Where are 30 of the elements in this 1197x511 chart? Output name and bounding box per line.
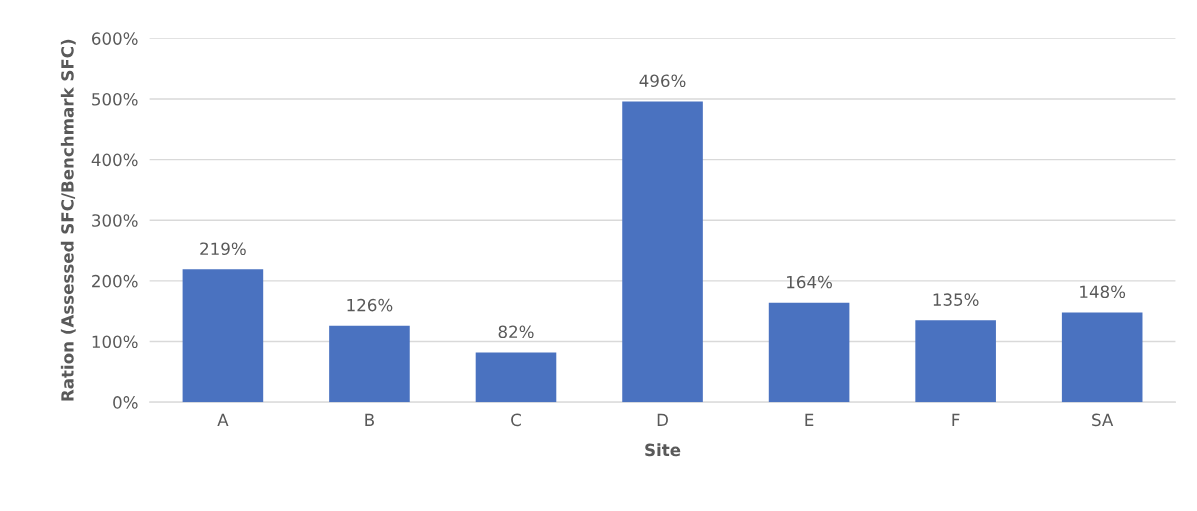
x-tick-label: F	[952, 413, 960, 426]
data-label: 126%	[347, 298, 393, 312]
data-label: 164%	[787, 275, 832, 289]
x-tick-label: A	[217, 413, 229, 426]
data-label: 135%	[933, 293, 979, 306]
data-label: 496%	[639, 74, 686, 88]
bar	[475, 352, 557, 403]
bar	[329, 325, 410, 403]
bar	[915, 320, 996, 403]
bar	[182, 269, 264, 403]
y-tick-label: 500%	[92, 92, 138, 106]
y-tick-label: 200%	[92, 274, 138, 288]
x-tick-label: C	[511, 413, 521, 427]
bar	[1061, 312, 1143, 403]
y-tick-label: 300%	[92, 214, 138, 227]
y-tick-label: 0%	[113, 396, 138, 409]
x-tick-label: B	[365, 413, 374, 426]
x-tick-label: SA	[1092, 413, 1114, 427]
bar	[622, 101, 703, 403]
y-tick-label: 400%	[91, 153, 138, 167]
x-tick-label: E	[805, 413, 814, 426]
x-tick-label: D	[657, 413, 668, 426]
y-tick-label: 100%	[92, 335, 138, 349]
data-label: 148%	[1080, 285, 1126, 299]
data-label: 219%	[200, 242, 246, 256]
y-axis-title: Ration (Assessed SFC/Benchmark SFC)	[60, 39, 76, 401]
data-label: 82%	[498, 325, 534, 339]
x-axis-title: Site	[645, 443, 681, 457]
y-tick-label: 600%	[92, 32, 138, 45]
bar	[768, 302, 850, 403]
